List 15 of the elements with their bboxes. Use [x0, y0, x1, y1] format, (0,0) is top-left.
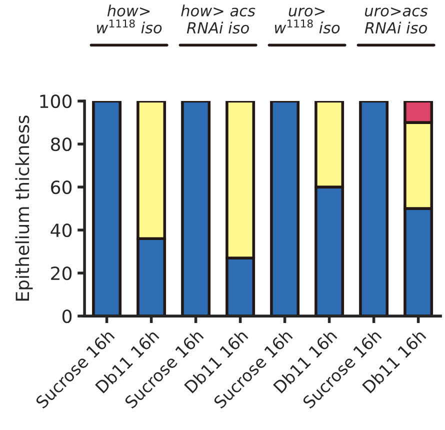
bar	[359, 101, 389, 316]
y-tick-label: 0	[62, 310, 72, 324]
bar	[270, 101, 300, 316]
y-tick-label: 60	[51, 180, 72, 194]
y-axis-title: Epithelium thickness	[15, 116, 33, 301]
y-tick-label: 20	[51, 266, 72, 280]
text: how> acs RNAi iso	[181, 4, 256, 34]
y-tick-label: 80	[50, 138, 72, 152]
bar	[181, 101, 211, 316]
text: uro> w$^{1118}$ iso	[274, 7, 340, 34]
text: how> w$^{1118}$ iso	[96, 4, 162, 34]
y-tick-label: 100	[40, 94, 72, 108]
bar	[92, 101, 122, 316]
y-tick-label: 40	[50, 224, 72, 238]
text: uro>acs RNAi iso	[364, 7, 428, 34]
